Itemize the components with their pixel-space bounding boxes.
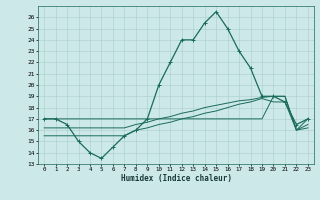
X-axis label: Humidex (Indice chaleur): Humidex (Indice chaleur) [121, 174, 231, 183]
